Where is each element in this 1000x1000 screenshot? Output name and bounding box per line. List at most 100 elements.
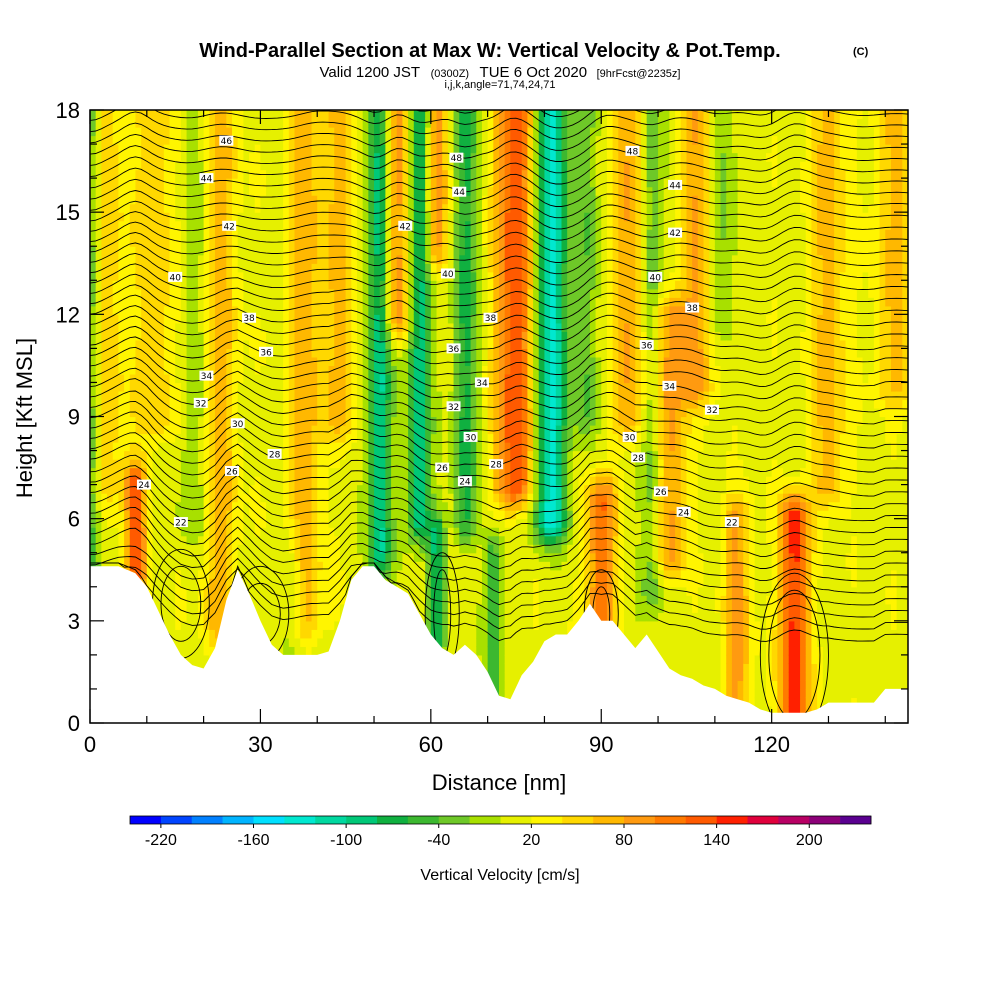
velocity-cell <box>288 348 296 358</box>
velocity-cell <box>243 365 250 375</box>
velocity-cell <box>169 518 176 528</box>
velocity-cell <box>322 612 330 622</box>
velocity-cell <box>396 382 404 392</box>
velocity-cell <box>464 152 472 162</box>
velocity-cell <box>249 442 256 452</box>
velocity-cell <box>260 399 267 409</box>
velocity-cell <box>311 144 318 154</box>
velocity-cell <box>305 595 313 605</box>
velocity-cell <box>425 365 432 375</box>
velocity-cell <box>260 365 267 375</box>
velocity-cell <box>277 356 284 367</box>
velocity-cell <box>345 365 352 375</box>
velocity-cell <box>209 212 216 222</box>
velocity-cell <box>374 544 381 554</box>
velocity-cell <box>385 152 392 162</box>
velocity-cell <box>141 118 148 128</box>
velocity-cell <box>260 407 267 418</box>
velocity-cell <box>249 425 256 435</box>
velocity-cell <box>112 382 119 392</box>
velocity-cell <box>374 305 381 315</box>
velocity-cell <box>385 254 392 264</box>
velocity-cell <box>163 169 171 179</box>
velocity-cell <box>476 459 483 469</box>
velocity-cell <box>192 433 199 443</box>
velocity-cell <box>101 373 108 384</box>
velocity-cell <box>430 459 438 469</box>
velocity-cell <box>180 637 188 647</box>
velocity-cell <box>135 527 142 537</box>
velocity-cell <box>152 544 159 554</box>
velocity-cell <box>464 297 472 307</box>
velocity-cell <box>317 229 324 239</box>
velocity-cell <box>351 305 358 315</box>
velocity-cell <box>186 195 193 205</box>
velocity-cell <box>152 433 159 443</box>
velocity-cell <box>169 254 176 264</box>
velocity-cell <box>419 263 426 273</box>
velocity-cell <box>311 510 318 520</box>
velocity-cell <box>90 416 97 426</box>
velocity-cell <box>464 629 472 639</box>
velocity-cell <box>101 254 108 264</box>
velocity-cell <box>391 152 398 162</box>
velocity-cell <box>459 161 466 171</box>
velocity-cell <box>396 254 404 264</box>
velocity-cell <box>237 425 244 435</box>
velocity-cell <box>459 365 466 375</box>
velocity-cell <box>419 390 426 401</box>
velocity-cell <box>169 297 176 307</box>
velocity-cell <box>476 169 483 179</box>
velocity-cell <box>90 399 97 409</box>
velocity-cell <box>385 527 392 537</box>
velocity-cell <box>425 416 432 426</box>
velocity-cell <box>107 297 114 307</box>
velocity-cell <box>300 195 307 205</box>
velocity-cell <box>425 203 432 213</box>
velocity-cell <box>391 450 398 460</box>
velocity-cell <box>141 535 148 545</box>
velocity-cell <box>186 339 193 349</box>
velocity-cell <box>300 118 307 128</box>
velocity-cell <box>334 620 341 630</box>
velocity-cell <box>197 144 205 154</box>
velocity-cell <box>311 646 318 656</box>
velocity-cell <box>226 254 233 264</box>
velocity-cell <box>339 237 347 247</box>
velocity-cell <box>430 356 438 367</box>
velocity-cell <box>288 254 296 264</box>
velocity-cell <box>180 390 188 401</box>
velocity-cell <box>322 288 330 298</box>
velocity-cell <box>464 169 472 179</box>
velocity-cell <box>146 314 154 324</box>
velocity-cell <box>470 501 477 511</box>
velocity-cell <box>459 178 466 188</box>
velocity-cell <box>277 178 284 188</box>
velocity-cell <box>362 322 369 332</box>
velocity-cell <box>408 263 415 273</box>
velocity-cell <box>459 544 466 554</box>
velocity-cell <box>408 246 415 256</box>
velocity-cell <box>209 365 216 375</box>
velocity-cell <box>112 348 119 358</box>
velocity-cell <box>453 442 460 452</box>
velocity-cell <box>294 637 301 647</box>
velocity-cell <box>107 459 114 469</box>
velocity-cell <box>425 229 432 239</box>
velocity-cell <box>141 544 148 554</box>
velocity-cell <box>197 246 205 256</box>
velocity-cell <box>203 203 210 213</box>
velocity-cell <box>118 263 125 273</box>
velocity-cell <box>146 356 154 367</box>
velocity-cell <box>334 161 341 171</box>
velocity-cell <box>317 169 324 179</box>
velocity-cell <box>175 476 182 486</box>
velocity-cell <box>362 220 369 230</box>
velocity-cell <box>175 297 182 307</box>
velocity-cell <box>135 373 142 384</box>
velocity-cell <box>408 152 415 162</box>
velocity-cell <box>226 144 233 154</box>
velocity-cell <box>175 212 182 222</box>
velocity-cell <box>447 476 455 486</box>
velocity-cell <box>339 527 347 537</box>
